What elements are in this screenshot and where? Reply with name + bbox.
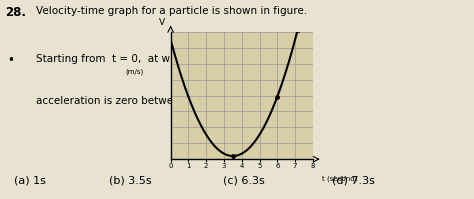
Text: Starting from  t = 0,  at what instant  t,  average: Starting from t = 0, at what instant t, … [36, 54, 290, 64]
Text: (m/s): (m/s) [126, 68, 144, 75]
Text: Velocity-time graph for a particle is shown in figure.: Velocity-time graph for a particle is sh… [36, 6, 307, 16]
Text: 28.: 28. [5, 6, 26, 19]
Text: acceleration is zero between 0 to t?: acceleration is zero between 0 to t? [36, 96, 222, 105]
Text: t (second): t (second) [322, 175, 357, 181]
Text: (c) 6.3s: (c) 6.3s [223, 175, 264, 185]
Text: (b) 3.5s: (b) 3.5s [109, 175, 152, 185]
Text: (d) 7.3s: (d) 7.3s [332, 175, 374, 185]
Text: V: V [159, 18, 165, 27]
Text: (a) 1s: (a) 1s [14, 175, 46, 185]
Text: •: • [7, 54, 14, 67]
